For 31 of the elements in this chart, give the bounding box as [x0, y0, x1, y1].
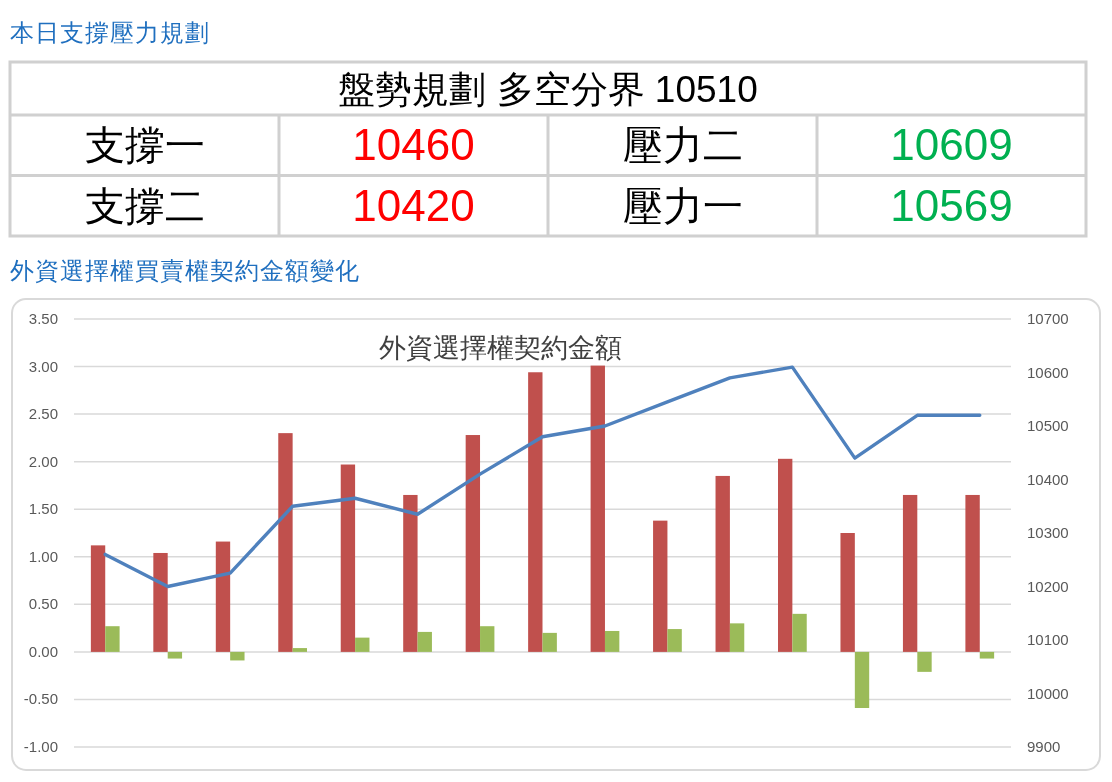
y-tick-label: -1.00	[23, 738, 58, 755]
table-value: 10460	[352, 120, 475, 170]
y2-tick-label: 10000	[1027, 684, 1069, 702]
y-tick-label: 3.00	[28, 357, 58, 375]
y2-tick-label: 10700	[1027, 310, 1069, 327]
table-value: 10609	[890, 120, 1013, 170]
y-tick-label: 0.00	[28, 642, 58, 660]
y-tick-label: 2.50	[28, 405, 58, 423]
y2-tick-label: 10500	[1027, 417, 1069, 434]
table-header: 盤勢規劃 多空分界 10510	[338, 68, 758, 110]
table-value: 10420	[352, 180, 475, 230]
chart-title: 外資選擇權契約金額	[378, 333, 622, 363]
y-tick-label: 3.50	[28, 310, 58, 327]
table-label: 支撐一	[84, 123, 205, 168]
y2-tick-label: 9900	[1027, 738, 1061, 755]
y-tick-label: 1.50	[28, 500, 58, 518]
table-label: 支撐二	[84, 183, 205, 228]
y2-tick-label: 10100	[1027, 631, 1069, 648]
y2-tick-label: 10300	[1027, 524, 1069, 541]
heading: 外資選擇權買賣權契約金額變化	[10, 257, 360, 284]
table-value: 10569	[890, 180, 1013, 230]
table-label: 壓力一	[622, 183, 743, 228]
y-tick-label: 1.00	[28, 547, 58, 565]
y2-tick-label: 10200	[1027, 577, 1069, 595]
y2-tick-label: 10600	[1027, 363, 1069, 381]
y-tick-label: 2.00	[28, 452, 58, 470]
y2-tick-label: 10400	[1027, 470, 1069, 488]
heading: 本日支撐壓力規劃	[10, 19, 210, 46]
y-tick-label: -0.50	[23, 690, 58, 708]
y-tick-label: 0.50	[28, 595, 58, 613]
table-label: 壓力二	[622, 123, 743, 168]
